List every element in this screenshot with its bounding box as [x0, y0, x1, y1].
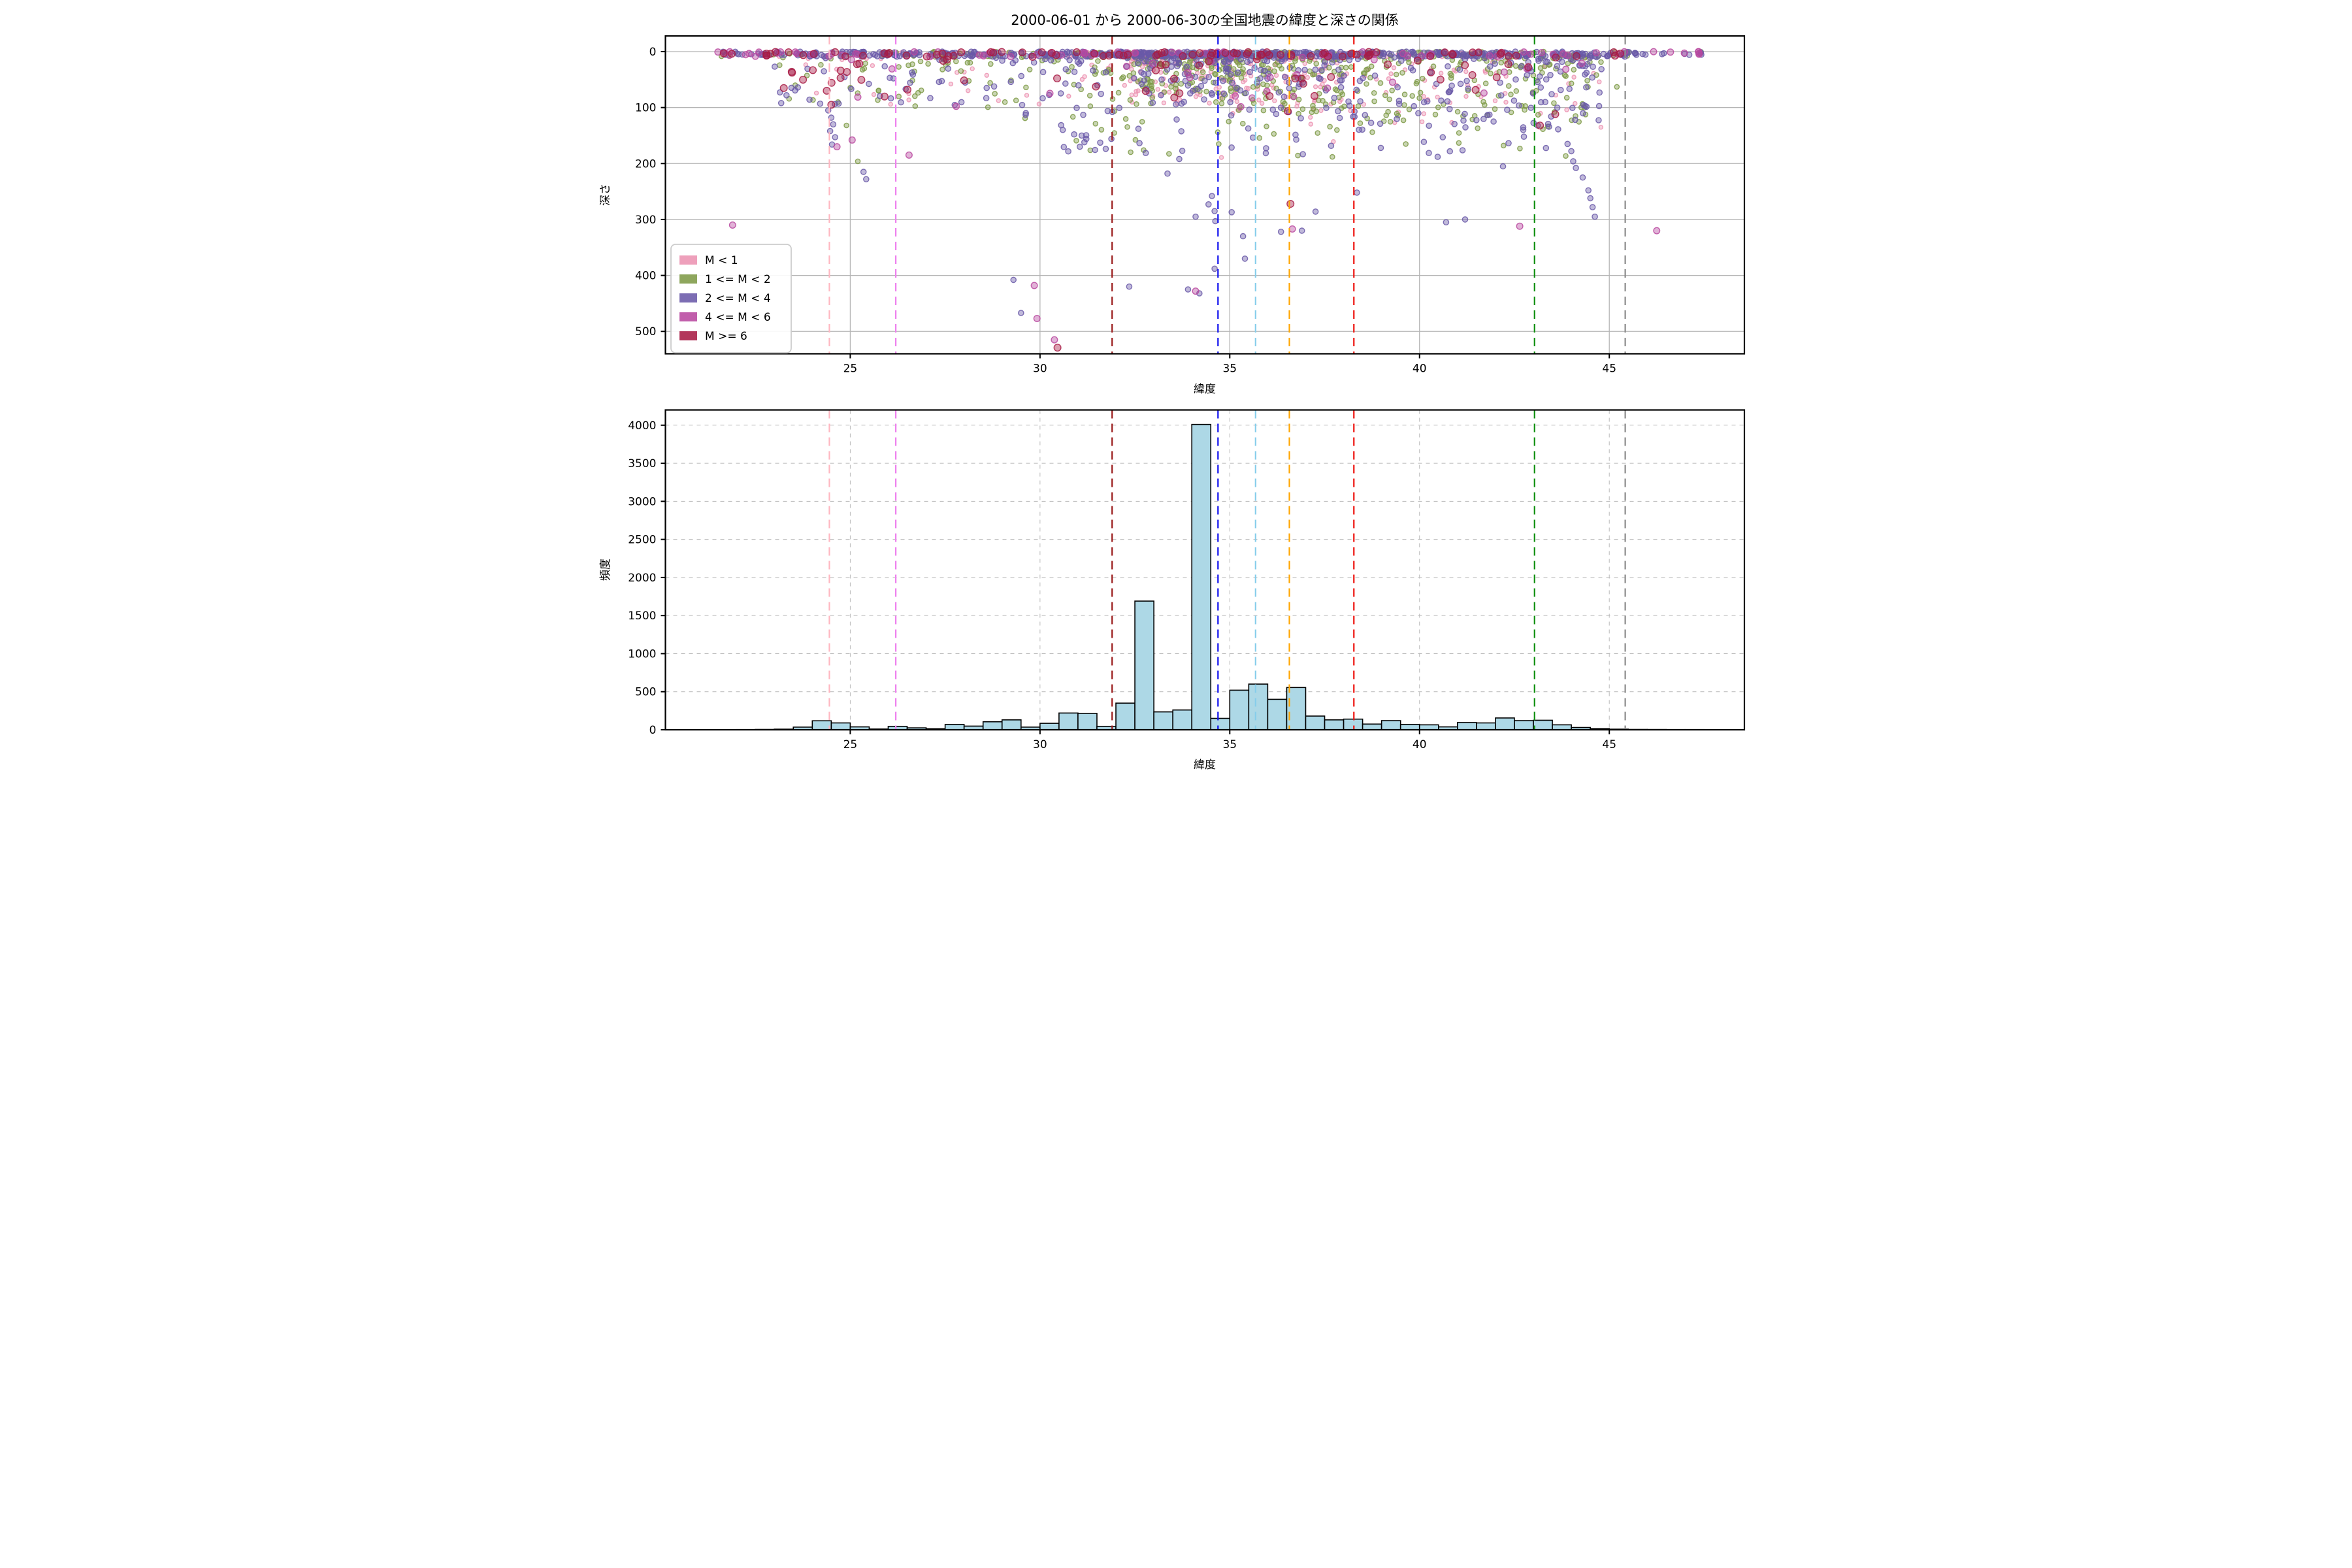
- histogram-tick-labels: 25 30 35 40 45 0 500 1000 1500 2000 2500 3000 3500 40…: [628, 419, 1616, 751]
- histogram-plot: 25 30 35 40 45 0 500 1000 1500 2000 2500 3000 3500 40…: [599, 409, 1746, 772]
- plots-canvas: 2000-06-01 から 2000-06-30の全国地震の緯度と深さの関係 2…: [599, 12, 1746, 772]
- legend-label: 4 <= M < 6: [705, 311, 771, 324]
- svg-text:2000: 2000: [628, 572, 656, 585]
- svg-text:30: 30: [1033, 363, 1047, 376]
- svg-text:40: 40: [1413, 738, 1427, 751]
- legend-entry: M < 1: [679, 254, 738, 267]
- svg-text:30: 30: [1033, 738, 1047, 751]
- svg-text:25: 25: [843, 738, 858, 751]
- histogram-gridlines: [665, 410, 1744, 730]
- scatter-ylabel: 深さ: [599, 184, 612, 206]
- svg-text:300: 300: [635, 214, 656, 227]
- histogram-frame: [664, 409, 1746, 731]
- legend-entry: M >= 6: [679, 330, 747, 343]
- histogram-ylabel: 頻度: [599, 559, 612, 581]
- histogram-xlabel: 緯度: [1194, 759, 1216, 772]
- legend-entry: 1 <= M < 2: [679, 273, 771, 286]
- scatter-tick-labels: 25 30 35 40 45 0 100 200 300 400 500: [635, 46, 1616, 376]
- svg-text:1500: 1500: [628, 610, 656, 623]
- scatter-reference-lines: [828, 36, 1626, 354]
- svg-text:45: 45: [1602, 738, 1616, 751]
- scatter-points: [714, 48, 1705, 352]
- svg-text:400: 400: [635, 270, 656, 283]
- svg-text:45: 45: [1602, 363, 1616, 376]
- svg-text:500: 500: [635, 325, 656, 338]
- svg-text:0: 0: [649, 724, 657, 737]
- svg-text:1000: 1000: [628, 647, 656, 661]
- svg-text:35: 35: [1222, 738, 1237, 751]
- legend-label: M >= 6: [705, 330, 747, 343]
- scatter-frame: [664, 35, 1746, 355]
- legend-entry: 4 <= M < 6: [679, 311, 771, 324]
- svg-text:0: 0: [649, 46, 657, 59]
- svg-text:4000: 4000: [628, 419, 656, 433]
- legend-label: M < 1: [705, 254, 738, 267]
- svg-text:25: 25: [843, 363, 858, 376]
- legend: M < 1 1 <= M < 2 2 <= M < 4 4 <= M < 6 M >= …: [670, 244, 792, 353]
- legend-label: 2 <= M < 4: [705, 292, 771, 305]
- svg-text:2500: 2500: [628, 534, 656, 547]
- legend-entry: 2 <= M < 4: [679, 292, 771, 305]
- svg-text:100: 100: [635, 102, 656, 115]
- histogram-reference-lines: [828, 410, 1626, 730]
- legend-label: 1 <= M < 2: [705, 273, 771, 286]
- histogram-bars: [736, 423, 1705, 730]
- scatter-xlabel: 緯度: [1194, 383, 1216, 396]
- svg-text:200: 200: [635, 157, 656, 171]
- svg-text:500: 500: [635, 686, 656, 699]
- figure: 2000-06-01 から 2000-06-30の全国地震の緯度と深さの関係 2…: [588, 0, 1764, 784]
- scatter-plot: 25 30 35 40 45 0 100 200 300 400 500 緯度 深さ M < 1 1 …: [599, 35, 1746, 396]
- svg-text:3500: 3500: [628, 457, 656, 470]
- svg-text:40: 40: [1413, 363, 1427, 376]
- svg-text:3000: 3000: [628, 495, 656, 508]
- svg-text:35: 35: [1222, 363, 1237, 376]
- figure-title: 2000-06-01 から 2000-06-30の全国地震の緯度と深さの関係: [1011, 12, 1398, 28]
